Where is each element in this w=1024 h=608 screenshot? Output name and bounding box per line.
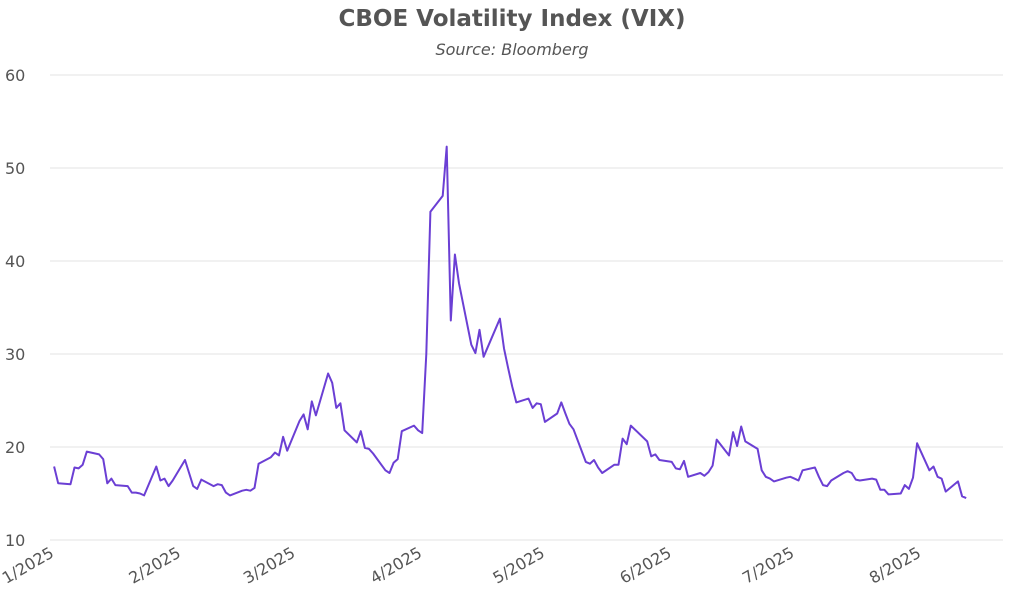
chart-subtitle: Source: Bloomberg: [435, 40, 589, 59]
series-group: [53, 145, 967, 500]
y-tick-label: 10: [5, 531, 25, 550]
x-tick-label: 6/2025: [616, 543, 674, 588]
y-tick-label: 50: [5, 159, 25, 178]
y-tick-label: 20: [5, 438, 25, 457]
x-tick-label: 4/2025: [367, 543, 425, 588]
x-tick-label: 5/2025: [490, 543, 548, 588]
chart-title: CBOE Volatility Index (VIX): [338, 6, 686, 32]
x-tick-label: 8/2025: [866, 543, 924, 588]
x-axis-ticks: 1/2025 2/2025 3/2025 4/2025 5/2025 6/2025 7/20…: [0, 543, 924, 588]
y-tick-label: 60: [5, 66, 25, 85]
y-tick-label: 30: [5, 345, 25, 364]
x-tick-label: 2/2025: [126, 543, 184, 588]
x-tick-label: 7/2025: [739, 543, 797, 588]
series-line-vix: [53, 145, 967, 500]
y-tick-label: 40: [5, 252, 25, 271]
y-axis-ticks: 10 20 30 40 50 60: [5, 66, 25, 550]
gridlines: [50, 74, 1003, 541]
x-tick-label: 3/2025: [240, 543, 298, 588]
